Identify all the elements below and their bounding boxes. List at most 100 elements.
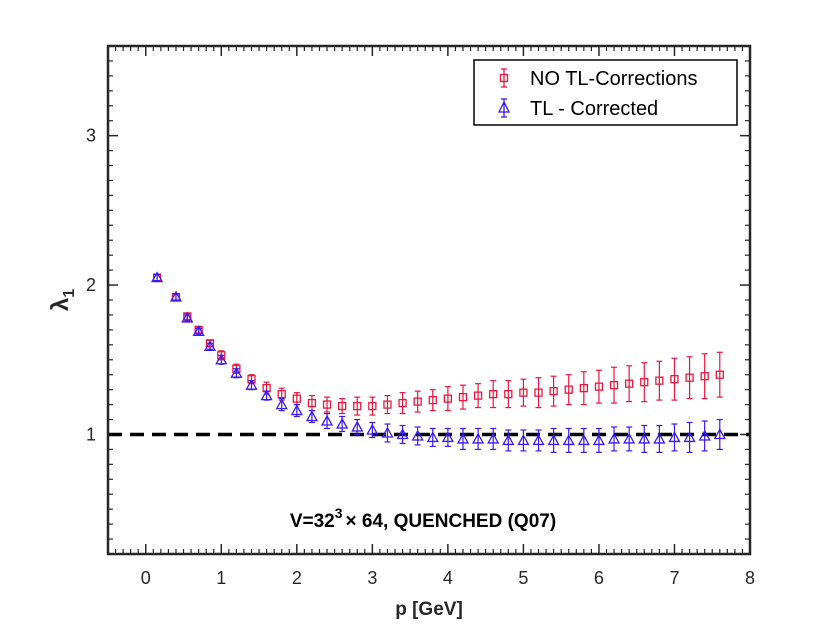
data-point-triangle	[698, 429, 711, 441]
data-point-triangle	[181, 311, 194, 323]
data-point-triangle	[366, 423, 379, 435]
x-tick-label: 6	[594, 568, 604, 588]
series-layer	[150, 271, 726, 453]
data-point-triangle	[592, 434, 606, 446]
data-point-triangle	[638, 432, 651, 444]
data-point-triangle	[396, 428, 409, 440]
y-axis-label-subscript: 1	[61, 289, 78, 298]
data-point-triangle	[668, 431, 681, 443]
data-point-square	[368, 401, 377, 411]
data-point-triangle	[547, 434, 560, 446]
data-point-square	[549, 386, 558, 396]
data-point-triangle	[192, 325, 205, 337]
data-point-square	[458, 392, 468, 402]
data-point-triangle	[305, 410, 319, 422]
data-point-triangle	[562, 434, 575, 446]
plot-frame	[106, 44, 752, 556]
data-point-square	[413, 397, 422, 406]
data-point-square	[579, 384, 588, 393]
data-point-square	[504, 389, 513, 399]
legend-marker-square	[499, 73, 509, 83]
data-point-triangle	[275, 398, 288, 410]
data-point-triangle	[607, 432, 621, 444]
series-no-tl-corrections	[152, 273, 724, 416]
y-tick-label: 2	[86, 275, 96, 295]
legend-marker-triangle	[497, 100, 511, 113]
data-point-square	[322, 400, 332, 409]
data-point-triangle	[502, 434, 515, 446]
data-point-triangle	[441, 431, 454, 443]
legend-label-no-tl: NO TL-Corrections	[530, 68, 697, 90]
data-point-square	[337, 401, 347, 411]
data-point-square	[609, 381, 619, 390]
data-point-square	[277, 389, 286, 399]
data-point-square	[292, 394, 301, 403]
data-point-triangle	[290, 404, 303, 416]
data-point-triangle	[169, 290, 183, 302]
series-tl-corrected	[150, 271, 726, 453]
data-point-square	[473, 391, 483, 400]
data-point-triangle	[411, 429, 424, 441]
annotation-prefix: V=32	[290, 511, 335, 532]
x-tick-label: 5	[518, 568, 528, 588]
data-point-triangle	[230, 366, 243, 378]
data-point-square	[307, 398, 317, 408]
data-point-square	[564, 385, 573, 394]
data-point-triangle	[260, 389, 273, 401]
data-point-square	[625, 379, 634, 388]
x-tick-label: 2	[292, 568, 302, 588]
data-point-triangle	[683, 431, 696, 443]
data-point-square	[640, 378, 649, 387]
data-point-triangle	[245, 378, 258, 390]
data-point-square	[534, 388, 543, 397]
data-point-triangle	[487, 432, 500, 444]
data-point-triangle	[577, 434, 590, 446]
x-tick-label: 0	[141, 568, 151, 588]
data-point-triangle	[203, 339, 217, 351]
data-point-square	[398, 398, 407, 408]
data-point-square	[489, 389, 498, 399]
data-point-triangle	[471, 432, 485, 444]
data-point-triangle	[713, 428, 726, 440]
x-tick-label: 4	[443, 568, 453, 588]
data-point-triangle	[320, 414, 334, 426]
legend-item-no-tl: NO TL-Corrections	[499, 68, 697, 90]
data-point-triangle	[150, 271, 164, 283]
data-point-square	[715, 370, 724, 379]
data-point-triangle	[215, 353, 228, 365]
data-point-square	[383, 400, 392, 409]
x-tick-label: 1	[216, 568, 226, 588]
annotation-superscript: 3	[335, 505, 343, 521]
y-tick-label: 3	[86, 126, 96, 146]
legend-box	[473, 59, 738, 126]
data-point-square	[519, 388, 528, 397]
annotation-suffix: × 64, QUENCHED (Q07)	[346, 511, 557, 532]
x-tick-label: 7	[669, 568, 679, 588]
data-point-triangle	[336, 417, 349, 429]
data-point-square	[670, 375, 679, 384]
data-point-square	[443, 394, 453, 403]
x-axis-label: p [GeV]	[395, 599, 463, 620]
data-point-square	[685, 373, 694, 382]
data-point-triangle	[517, 434, 530, 446]
legend-label-tl: TL - Corrected	[530, 98, 658, 120]
data-point-triangle	[426, 431, 439, 443]
x-tick-label: 3	[367, 568, 377, 588]
data-point-square	[428, 395, 437, 405]
y-axis-label: λ1	[47, 289, 78, 311]
legend-item-tl: TL - Corrected	[497, 98, 658, 120]
data-point-square	[700, 372, 709, 381]
x-tick-label: 8	[745, 568, 755, 588]
y-tick-label: 1	[86, 424, 96, 444]
tick-label-layer: 0 1 2 3 4 5 6 7 8 1 2 3	[86, 126, 755, 588]
annotation-text: V=323 × 64, QUENCHED (Q07)	[290, 505, 556, 532]
legend: NO TL-Corrections TL - Corrected	[473, 59, 738, 126]
data-point-triangle	[532, 434, 545, 446]
data-point-triangle	[623, 432, 636, 444]
data-point-square	[655, 376, 664, 385]
data-point-triangle	[456, 432, 470, 444]
data-point-triangle	[351, 420, 364, 432]
data-point-square	[353, 401, 362, 411]
y-axis-label-symbol: λ	[47, 298, 74, 311]
